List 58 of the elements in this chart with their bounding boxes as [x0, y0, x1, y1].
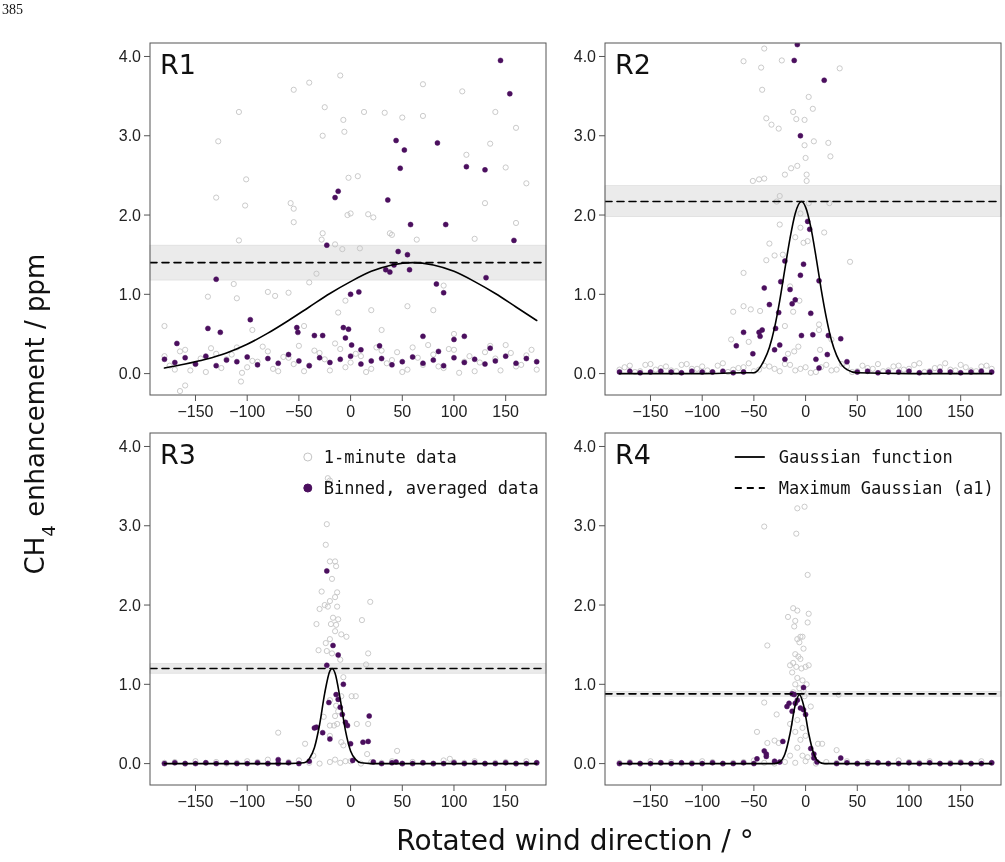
y-tick-label: 2.0 [573, 596, 597, 614]
x-tick-label: −100 [684, 793, 721, 810]
y-tick-label: 1.0 [573, 285, 597, 303]
annotation: R3 [160, 439, 196, 470]
x-tick-label: 0 [346, 403, 356, 420]
y-tick-label: 0.0 [118, 365, 142, 383]
y-tick-label: 3.0 [118, 517, 142, 535]
x-tick-label: 150 [492, 403, 520, 420]
y-tick-label: 2.0 [573, 206, 597, 224]
x-tick-label: 100 [440, 793, 468, 810]
annotation: R4 [615, 439, 651, 470]
x-tick-label: 100 [895, 403, 923, 420]
y-tick-label: 4.0 [118, 438, 142, 456]
x-tick-label: 0 [801, 403, 811, 420]
y-tick-label: 2.0 [118, 596, 142, 614]
x-tick-label: −150 [632, 403, 669, 420]
x-tick-label: −100 [684, 403, 721, 420]
x-tick-label: −50 [285, 403, 313, 420]
x-tick-label: −100 [229, 793, 266, 810]
x-tick-label: 50 [848, 403, 867, 420]
y-tick-label: 3.0 [573, 127, 597, 145]
y-tick-label: 1.0 [118, 675, 142, 693]
y-tick-label: 0.0 [118, 755, 142, 773]
legend-label: Gaussian function [778, 446, 953, 467]
x-tick-label: −150 [177, 403, 214, 420]
x-tick-label: −100 [229, 403, 266, 420]
y-tick-label: 4.0 [118, 48, 142, 66]
x-tick-label: −50 [740, 403, 768, 420]
x-tick-label: 150 [947, 403, 975, 420]
annotation: R1 [160, 49, 196, 80]
x-tick-label: −50 [285, 793, 313, 810]
x-tick-label: 0 [801, 793, 811, 810]
y-tick-label: 0.0 [573, 365, 597, 383]
x-tick-label: 100 [895, 793, 923, 810]
y-tick-label: 4.0 [573, 48, 597, 66]
y-tick-label: 2.0 [118, 206, 142, 224]
x-tick-label: 150 [947, 793, 975, 810]
x-tick-label: 150 [492, 793, 520, 810]
x-tick-label: 50 [393, 793, 412, 810]
legend-label: Binned, averaged data [323, 477, 539, 498]
x-axis-title: Rotated wind direction / ° [396, 824, 754, 857]
x-tick-label: −50 [740, 793, 768, 810]
y-tick-label: 0.0 [573, 755, 597, 773]
x-tick-label: 100 [440, 403, 468, 420]
x-tick-label: −150 [177, 793, 214, 810]
x-tick-label: −150 [632, 793, 669, 810]
y-tick-label: 1.0 [118, 285, 142, 303]
text: 385 [2, 2, 23, 17]
x-tick-label: 0 [346, 793, 356, 810]
x-tick-label: 50 [393, 403, 412, 420]
legend-label: Maximum Gaussian (a1) [778, 477, 994, 498]
annotation: R2 [615, 49, 651, 80]
legend-label: 1-minute data [323, 446, 457, 467]
y-tick-label: 4.0 [573, 438, 597, 456]
y-tick-label: 3.0 [118, 127, 142, 145]
y-tick-label: 3.0 [573, 517, 597, 535]
y-tick-label: 1.0 [573, 675, 597, 693]
x-tick-label: 50 [848, 793, 867, 810]
